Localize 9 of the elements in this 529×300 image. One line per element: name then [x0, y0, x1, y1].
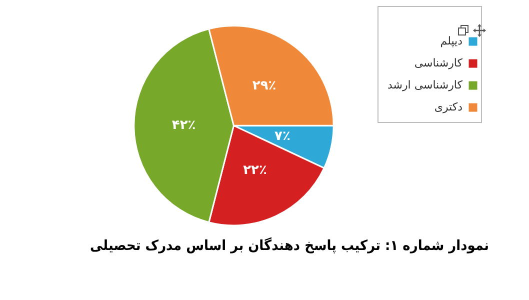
data-label: ۲۲٪ [243, 163, 267, 178]
data-label: ۴۲٪ [172, 118, 196, 133]
text: نمودار شماره ۱: ترکیب پاسخ دهندگان بر اساس مدرک تحصیلی [90, 236, 489, 254]
legend-label: دکتری [434, 100, 463, 114]
legend-label: دیپلم [440, 34, 463, 48]
data-label: ۲۹٪ [252, 78, 276, 94]
legend-label: کارشناسی [414, 56, 464, 70]
legend-label: کارشناسی ارشد [387, 78, 464, 92]
data-label: ۷٪ [274, 128, 290, 144]
